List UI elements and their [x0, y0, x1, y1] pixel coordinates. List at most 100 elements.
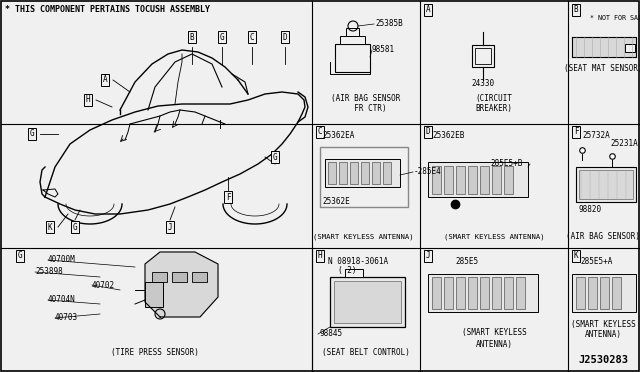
Text: N 08918-3061A: N 08918-3061A — [328, 257, 388, 266]
Text: FR CTR): FR CTR) — [345, 103, 387, 112]
Bar — [172, 272, 187, 282]
Bar — [472, 45, 494, 67]
Text: 40704N: 40704N — [48, 295, 76, 305]
Bar — [480, 277, 489, 309]
Text: BREAKER): BREAKER) — [476, 103, 513, 112]
Bar — [350, 162, 358, 184]
Bar — [335, 44, 370, 72]
Bar — [492, 166, 501, 194]
Text: 40702: 40702 — [92, 280, 115, 289]
Text: G: G — [220, 32, 224, 42]
Text: (CIRCUIT: (CIRCUIT — [476, 93, 513, 103]
Bar — [444, 277, 453, 309]
Bar — [320, 147, 408, 207]
Text: (AIR BAG SENSOR): (AIR BAG SENSOR) — [566, 232, 640, 241]
Text: F: F — [573, 128, 579, 137]
Text: G: G — [273, 153, 277, 161]
Text: A: A — [102, 76, 108, 84]
Bar — [600, 277, 609, 309]
Text: (SMART KEYLESS: (SMART KEYLESS — [461, 327, 526, 337]
Text: (AIR BAG SENSOR: (AIR BAG SENSOR — [332, 93, 401, 103]
Text: C: C — [250, 32, 254, 42]
Text: 25362EA: 25362EA — [322, 131, 355, 140]
Text: 253898: 253898 — [35, 267, 63, 276]
Bar — [516, 277, 525, 309]
Text: ANTENNA): ANTENNA) — [476, 340, 513, 349]
Text: 98845: 98845 — [320, 330, 343, 339]
Text: D: D — [426, 128, 430, 137]
Text: ( 2): ( 2) — [338, 266, 356, 276]
Text: 98581: 98581 — [372, 45, 395, 55]
Text: (TIRE PRESS SENSOR): (TIRE PRESS SENSOR) — [111, 347, 199, 356]
Bar — [468, 166, 477, 194]
Bar — [612, 277, 621, 309]
Bar — [432, 166, 441, 194]
Bar — [328, 162, 336, 184]
Text: (SEAT MAT SENSOR): (SEAT MAT SENSOR) — [564, 64, 640, 73]
Text: J2530283: J2530283 — [578, 355, 628, 365]
Text: G: G — [29, 129, 35, 138]
Text: 24330: 24330 — [472, 80, 495, 89]
Text: 25385B: 25385B — [375, 19, 403, 29]
Bar — [383, 162, 391, 184]
Text: 98820: 98820 — [579, 205, 602, 215]
Text: H: H — [86, 96, 90, 105]
Bar — [625, 44, 635, 52]
Bar — [504, 166, 513, 194]
Text: 285E5+B: 285E5+B — [490, 160, 522, 169]
Bar — [372, 162, 380, 184]
Text: 25362EB: 25362EB — [432, 131, 465, 140]
Text: (SMART KEYLESS ANTENNA): (SMART KEYLESS ANTENNA) — [444, 234, 544, 240]
Bar — [456, 277, 465, 309]
Text: ANTENNA): ANTENNA) — [584, 330, 621, 339]
Text: 285E5+A: 285E5+A — [580, 257, 612, 266]
Text: 25231A: 25231A — [610, 140, 637, 148]
Bar — [576, 277, 585, 309]
Bar — [480, 166, 489, 194]
Text: (SMART KEYLESS: (SMART KEYLESS — [571, 320, 636, 328]
Text: * THIS COMPONENT PERTAINS TOCUSH ASSEMBLY: * THIS COMPONENT PERTAINS TOCUSH ASSEMBL… — [5, 6, 210, 15]
Polygon shape — [572, 37, 636, 57]
Text: H: H — [317, 251, 323, 260]
Text: G: G — [73, 222, 77, 231]
Bar — [345, 269, 363, 277]
Bar — [334, 281, 401, 323]
Bar — [330, 277, 405, 327]
Bar — [145, 282, 163, 307]
Text: G: G — [18, 251, 22, 260]
Bar — [428, 274, 538, 312]
Text: C: C — [317, 128, 323, 137]
Bar — [504, 277, 513, 309]
Text: F: F — [226, 192, 230, 202]
Bar — [428, 162, 528, 197]
Text: 25362E: 25362E — [322, 198, 349, 206]
Text: J: J — [168, 222, 172, 231]
Bar — [192, 272, 207, 282]
Text: J: J — [426, 251, 430, 260]
Bar — [456, 166, 465, 194]
Bar — [340, 36, 365, 44]
Text: (SMART KEYLESS ANTENNA): (SMART KEYLESS ANTENNA) — [313, 234, 413, 240]
Bar — [339, 162, 347, 184]
Bar — [475, 48, 491, 64]
Bar — [588, 277, 597, 309]
Bar — [579, 170, 633, 199]
Text: -285E4: -285E4 — [414, 167, 442, 176]
Polygon shape — [145, 252, 218, 317]
Text: B: B — [573, 6, 579, 15]
Bar — [432, 277, 441, 309]
Bar — [444, 166, 453, 194]
Bar — [572, 274, 636, 312]
Bar — [361, 162, 369, 184]
Text: 25732A: 25732A — [582, 131, 610, 140]
Bar — [576, 167, 636, 202]
Text: A: A — [426, 6, 430, 15]
Text: (SEAT BELT CONTROL): (SEAT BELT CONTROL) — [322, 347, 410, 356]
Text: B: B — [189, 32, 195, 42]
Text: 40700M: 40700M — [48, 254, 76, 263]
Text: K: K — [48, 222, 52, 231]
Bar — [492, 277, 501, 309]
Bar — [468, 277, 477, 309]
Bar — [325, 159, 400, 187]
Text: D: D — [283, 32, 287, 42]
